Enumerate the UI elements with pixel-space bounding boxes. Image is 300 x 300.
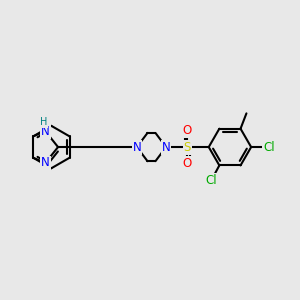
Text: O: O <box>183 124 192 137</box>
Text: N: N <box>162 141 170 154</box>
Text: N: N <box>41 157 50 169</box>
Text: Cl: Cl <box>205 174 217 187</box>
Text: O: O <box>183 157 192 170</box>
Text: N: N <box>41 125 50 138</box>
Text: N: N <box>133 141 141 154</box>
Text: Cl: Cl <box>263 141 275 154</box>
Text: H: H <box>40 117 48 127</box>
Text: S: S <box>184 141 191 154</box>
